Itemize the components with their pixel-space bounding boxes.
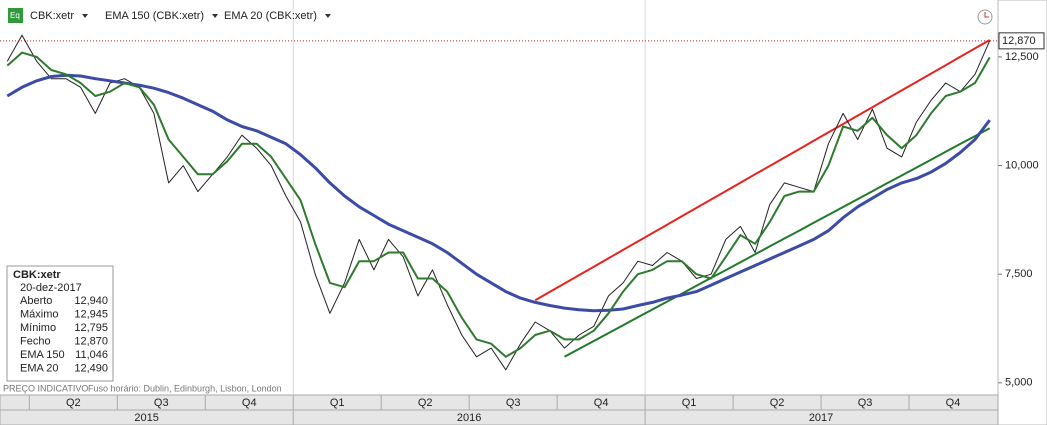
legend-dropdown — [212, 14, 219, 18]
x-tick-label: Q3 — [154, 397, 169, 409]
x-tick-label: Q2 — [770, 397, 785, 409]
legend-item[interactable]: EMA 150 (CBK:xetr) — [105, 10, 204, 22]
clock-hands — [984, 12, 989, 18]
info-value: 12,795 — [74, 322, 108, 334]
info-rows: Aberto 12,940 Máximo 12,945 Mínimo 12,795 Fech… — [20, 295, 108, 375]
y-tick-label: 12,500 — [1005, 51, 1039, 63]
info-value: 12,490 — [74, 362, 108, 374]
info-label: EMA 150 — [20, 349, 65, 361]
plot-area — [0, 0, 997, 395]
info-label: EMA 20 — [20, 362, 59, 374]
info-value: 11,046 — [75, 349, 108, 361]
x-tick-label: Q2 — [418, 397, 433, 409]
equity-icon — [8, 8, 23, 23]
info-box — [6, 265, 114, 382]
x-tick-label: Q3 — [858, 397, 873, 409]
y-tick-label: 7,500 — [1005, 268, 1033, 280]
info-label: Mínimo — [20, 322, 56, 334]
x-tick-label: Q4 — [242, 397, 257, 409]
legend-dropdown — [324, 14, 331, 18]
last-value-box — [998, 32, 1045, 50]
info-label: Máximo — [20, 308, 59, 320]
trend-line — [534, 39, 991, 302]
info-title: CBK:xetr — [13, 269, 61, 281]
info-label: Fecho — [20, 335, 51, 347]
y-tick-label: 10,000 — [1005, 159, 1039, 171]
year-label: 2015 — [134, 412, 158, 424]
x-tick-label: Q3 — [506, 397, 521, 409]
year-label: 2016 — [457, 412, 481, 424]
timezone: Fuso horário: Dublin, Edinburgh, Lisbon,… — [88, 383, 282, 393]
x-tick-label: Q4 — [946, 397, 961, 409]
series-line — [6, 34, 991, 371]
x-tick-label: Q1 — [682, 397, 697, 409]
y-tick-label: 5,000 — [1005, 377, 1033, 389]
x-tick-label: Q4 — [594, 397, 609, 409]
x-tick-label: Q1 — [330, 397, 345, 409]
info-date: 20-dez-2017 — [20, 282, 82, 294]
equity-icon-text: Eq — [10, 11, 20, 20]
year-label: 2017 — [809, 412, 833, 424]
y-axis-panel — [997, 0, 1047, 425]
series-line — [6, 51, 991, 358]
legend-dropdown — [82, 14, 89, 18]
legend-item[interactable]: CBK:xetr — [30, 10, 74, 22]
info-value: 12,940 — [74, 295, 108, 307]
legend: CBK:xetr EMA 150 (CBK:xetr) EMA 20 (CBK:xe… — [30, 10, 331, 22]
info-value: 12,870 — [74, 335, 108, 347]
trend-line — [564, 127, 991, 358]
footer: PREÇO INDICATIVO — [3, 383, 88, 393]
legend-item[interactable]: EMA 20 (CBK:xetr) — [224, 10, 317, 22]
info-value: 12,945 — [74, 308, 108, 320]
x-tick-label: Q2 — [66, 397, 81, 409]
last-value-label: 12,870 — [1002, 35, 1036, 47]
info-label: Aberto — [20, 295, 52, 307]
series-line — [6, 73, 991, 313]
